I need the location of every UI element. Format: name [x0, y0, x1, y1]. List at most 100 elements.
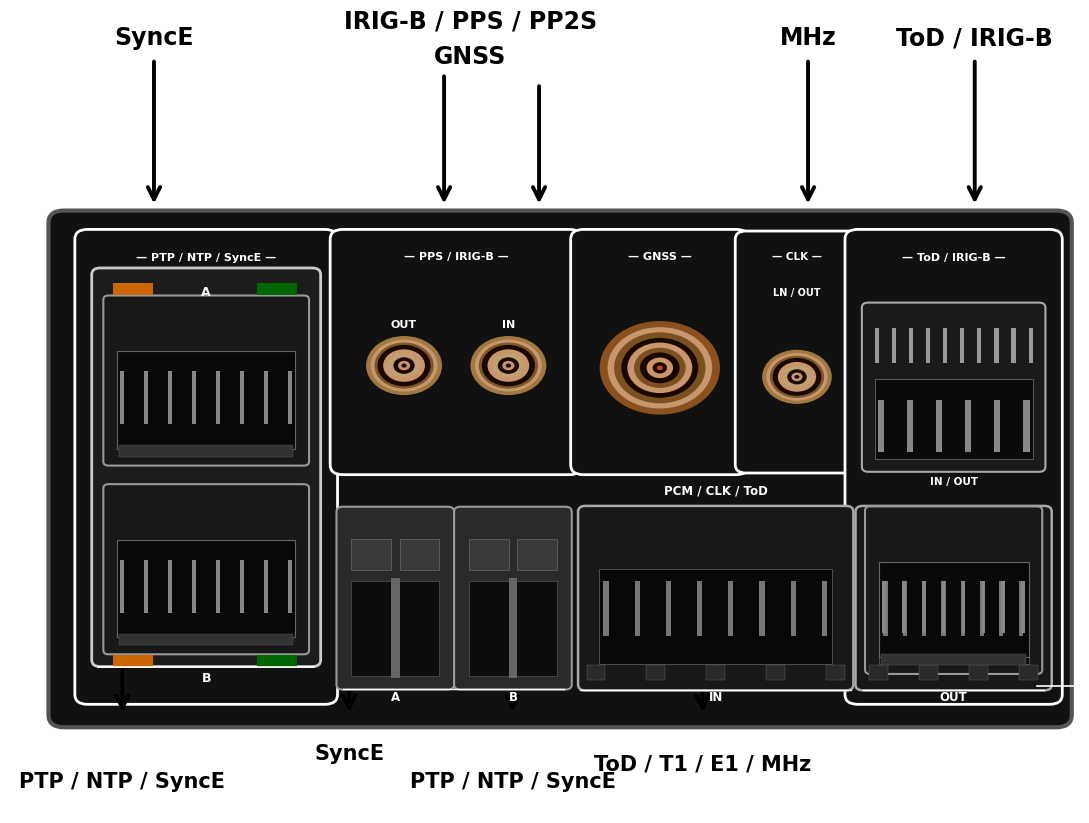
FancyBboxPatch shape — [49, 211, 1072, 728]
FancyBboxPatch shape — [578, 506, 854, 690]
Text: PTP / NTP / SyncE: PTP / NTP / SyncE — [20, 772, 225, 793]
Text: — ToD / IRIG-B —: — ToD / IRIG-B — — [902, 253, 1005, 263]
FancyBboxPatch shape — [75, 230, 338, 704]
Text: OUT: OUT — [940, 691, 967, 704]
Bar — [121, 371, 124, 424]
Circle shape — [470, 336, 547, 395]
Bar — [907, 399, 913, 452]
Bar — [908, 328, 913, 363]
Bar — [647, 665, 665, 680]
Bar — [1019, 665, 1038, 680]
Text: PTP / NTP / SyncE: PTP / NTP / SyncE — [409, 772, 615, 793]
Circle shape — [393, 357, 415, 374]
Text: PCM / CLK / ToD: PCM / CLK / ToD — [664, 485, 768, 498]
FancyBboxPatch shape — [856, 506, 1052, 690]
Bar — [942, 581, 945, 633]
Bar — [117, 540, 295, 637]
Circle shape — [640, 352, 680, 384]
Bar — [883, 581, 888, 636]
Text: — GNSS —: — GNSS — — [628, 253, 692, 263]
Circle shape — [772, 358, 821, 396]
Text: LN / OUT: LN / OUT — [773, 288, 821, 299]
Bar — [869, 665, 889, 680]
Circle shape — [481, 345, 535, 386]
Bar — [879, 561, 1028, 657]
Text: SyncE: SyncE — [314, 744, 384, 765]
Bar — [217, 560, 220, 613]
Bar — [729, 581, 734, 636]
Circle shape — [378, 345, 430, 386]
Bar — [697, 581, 702, 636]
Bar — [391, 578, 400, 678]
Bar — [400, 539, 439, 570]
Bar — [767, 665, 785, 680]
Bar — [599, 569, 832, 664]
Circle shape — [652, 362, 668, 374]
Circle shape — [778, 362, 816, 392]
Bar — [113, 655, 152, 667]
Bar — [919, 665, 938, 680]
Text: A: A — [201, 286, 211, 299]
Bar — [603, 581, 609, 636]
Text: ToD / IRIG-B: ToD / IRIG-B — [896, 26, 1053, 50]
Text: ToD / T1 / E1 / MHz: ToD / T1 / E1 / MHz — [594, 754, 811, 774]
Circle shape — [479, 342, 538, 388]
Bar — [943, 328, 947, 363]
FancyBboxPatch shape — [330, 230, 583, 475]
Text: IN / OUT: IN / OUT — [930, 477, 978, 486]
Bar — [169, 371, 172, 424]
Circle shape — [614, 332, 706, 403]
Bar — [892, 328, 896, 363]
Bar — [922, 581, 927, 636]
Circle shape — [767, 353, 828, 401]
Bar — [352, 581, 439, 677]
Bar — [193, 560, 196, 613]
Bar — [874, 328, 879, 363]
Circle shape — [375, 342, 433, 388]
Bar — [1028, 328, 1032, 363]
Circle shape — [795, 375, 799, 379]
Text: — PTP / NTP / SyncE —: — PTP / NTP / SyncE — — [136, 253, 277, 263]
Bar — [113, 283, 152, 295]
Bar — [1000, 581, 1003, 636]
Text: OUT: OUT — [391, 319, 417, 329]
FancyBboxPatch shape — [337, 507, 454, 690]
Bar — [169, 560, 172, 613]
FancyBboxPatch shape — [735, 231, 859, 473]
Circle shape — [770, 356, 824, 398]
FancyBboxPatch shape — [103, 295, 309, 466]
Circle shape — [634, 348, 686, 388]
Circle shape — [505, 364, 511, 368]
Bar — [241, 560, 244, 613]
Bar — [903, 581, 907, 636]
Bar — [509, 578, 517, 678]
Bar — [241, 371, 244, 424]
Circle shape — [787, 370, 807, 384]
Bar — [881, 653, 1027, 665]
Bar — [257, 655, 297, 667]
Text: IN: IN — [502, 319, 515, 329]
Text: B: B — [201, 672, 211, 685]
Bar — [469, 581, 556, 677]
FancyBboxPatch shape — [454, 507, 572, 690]
Text: GNSS: GNSS — [435, 45, 506, 69]
Circle shape — [657, 365, 663, 370]
Bar — [289, 560, 292, 613]
Bar — [1002, 581, 1005, 633]
Circle shape — [397, 360, 411, 370]
Bar — [265, 560, 268, 613]
Circle shape — [370, 340, 438, 392]
Circle shape — [608, 328, 712, 408]
Bar — [980, 581, 984, 636]
Circle shape — [366, 336, 442, 395]
Bar — [965, 399, 971, 452]
Circle shape — [600, 321, 720, 415]
Text: IN: IN — [709, 691, 723, 704]
Circle shape — [492, 353, 524, 378]
Bar — [962, 581, 965, 633]
Text: — PPS / IRIG-B —: — PPS / IRIG-B — — [404, 253, 509, 263]
Bar — [822, 581, 827, 636]
Bar — [265, 371, 268, 424]
Bar — [145, 560, 148, 613]
Bar — [193, 371, 196, 424]
